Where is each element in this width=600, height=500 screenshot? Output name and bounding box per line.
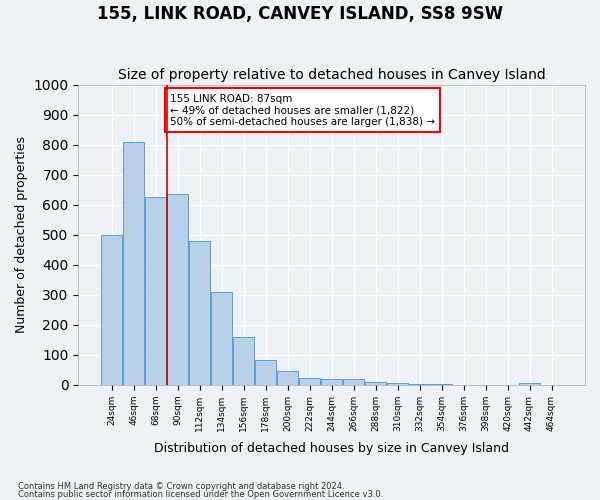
Bar bbox=[321, 379, 342, 385]
Bar bbox=[190, 240, 210, 385]
Bar bbox=[124, 142, 144, 385]
Bar bbox=[365, 382, 386, 385]
Text: Contains HM Land Registry data © Crown copyright and database right 2024.: Contains HM Land Registry data © Crown c… bbox=[18, 482, 344, 491]
Title: Size of property relative to detached houses in Canvey Island: Size of property relative to detached ho… bbox=[118, 68, 545, 82]
Bar bbox=[145, 197, 166, 385]
Bar bbox=[343, 380, 364, 385]
Bar bbox=[409, 384, 430, 385]
Bar bbox=[299, 378, 320, 385]
Bar bbox=[101, 234, 122, 385]
Text: 155, LINK ROAD, CANVEY ISLAND, SS8 9SW: 155, LINK ROAD, CANVEY ISLAND, SS8 9SW bbox=[97, 5, 503, 23]
Text: Contains public sector information licensed under the Open Government Licence v3: Contains public sector information licen… bbox=[18, 490, 383, 499]
Bar bbox=[256, 360, 276, 385]
Text: 155 LINK ROAD: 87sqm
← 49% of detached houses are smaller (1,822)
50% of semi-de: 155 LINK ROAD: 87sqm ← 49% of detached h… bbox=[170, 94, 435, 127]
Y-axis label: Number of detached properties: Number of detached properties bbox=[15, 136, 28, 333]
Bar bbox=[167, 194, 188, 385]
Bar bbox=[387, 384, 408, 385]
Bar bbox=[277, 372, 298, 385]
Bar bbox=[233, 338, 254, 385]
Bar bbox=[211, 292, 232, 385]
Bar bbox=[519, 384, 540, 385]
X-axis label: Distribution of detached houses by size in Canvey Island: Distribution of detached houses by size … bbox=[154, 442, 509, 455]
